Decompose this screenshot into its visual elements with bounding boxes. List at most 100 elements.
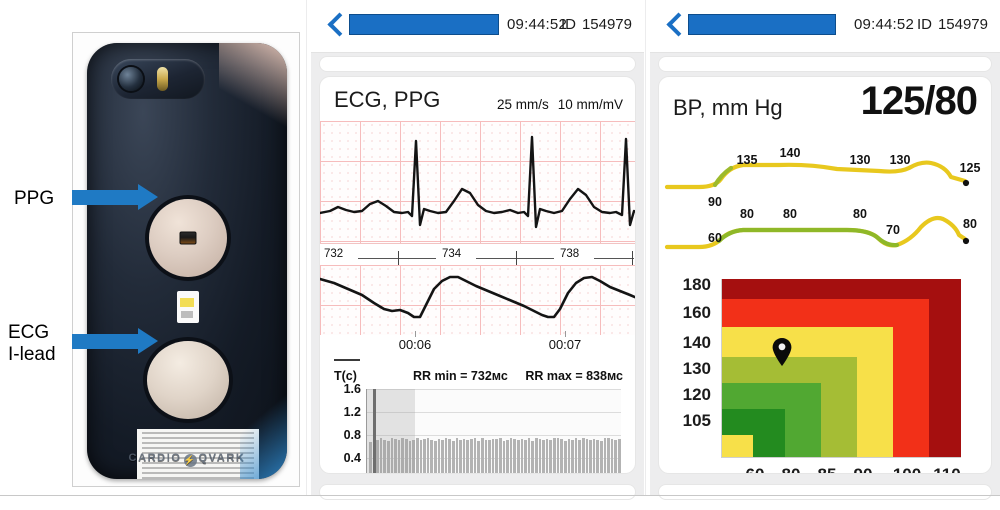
diastolic-label: 80 [963,217,977,231]
tachogram-bar [433,440,437,473]
tachogram-bar [397,440,401,473]
tachogram-bar [369,441,372,473]
chevron-left-icon[interactable] [664,12,684,38]
brand-part-1: CARDIO [128,452,182,464]
tachogram-bar [553,438,556,473]
tachogram-bar [495,439,498,473]
header-time: 09:44:52 [507,16,567,33]
tachogram-bar [437,438,441,473]
tachogram-bar [430,439,433,473]
heatmap-ytick: 130 [682,359,711,378]
tachogram-bar [567,438,571,473]
panel-divider-2 [645,0,646,496]
map-pin-icon [771,337,793,367]
tachogram-bar [394,439,397,473]
tachogram-bar [480,437,484,473]
header-patient-id: ID 154979 [917,16,988,33]
rr-max-stat: RR max = 838мс [525,369,623,383]
tachogram-bar [542,440,545,473]
chevron-left-icon[interactable] [325,12,345,38]
tachogram-bar [405,438,408,473]
rr-min-stat: RR min = 732мс [412,369,508,383]
ppg-time-axis: 00:06 00:07 [320,331,635,357]
header-patient-id: ID 154979 [561,16,632,33]
tachogram-bar [390,438,394,473]
ecg-paper-speed: 25 mm/s [496,97,549,112]
heatmap-ytick: 120 [682,385,711,404]
ecg-app-header: 09:44:52 ID 154979 [311,0,644,53]
tachogram-bar [549,439,553,473]
tachogram-plot: 1.6 1.2 0.8 0.4 [344,382,621,473]
rr-marker-value: 732 [324,248,344,260]
heatmap-xtick: 90 [854,465,873,473]
diastolic-label: 70 [886,223,900,237]
tachogram-bar [448,439,452,473]
tachogram-bar [596,439,599,473]
tachogram-bar [607,437,610,473]
ecg-waveform-chart[interactable] [320,121,635,243]
ecg-annotation-line2: I-lead [8,343,56,365]
heatmap-ytick: 180 [682,275,711,294]
bp-trend-chart[interactable]: 90 135 140 130 130 125 60 80 80 80 70 80 [659,135,991,255]
tachogram-bar [466,440,470,473]
tachogram-bar [524,439,527,473]
diastolic-label: 80 [783,207,797,221]
systolic-label: 90 [708,195,722,209]
ecg-main-card[interactable]: ECG, PPG 25 mm/s 10 mm/mV 732 734 738 [319,76,636,474]
tachogram-bar [491,438,495,473]
tachogram-bar [376,440,379,473]
tachogram-bar [618,438,621,473]
diastolic-label: 80 [853,207,867,221]
camera-lens-icon [119,67,143,91]
device-photo-panel: CARDIO ⚡ QVARK PPG ECG I-lead [0,0,305,496]
ecg-app-screen: 09:44:52 ID 154979 ECG, PPG 25 mm/s 10 mm/… [311,0,644,500]
rr-stats: RR min = 732мс RR max = 838мс [413,369,623,383]
ecg-annotation-label: ECG I-lead [8,322,56,366]
ppg-optical-chip [179,231,197,245]
tachogram-bar [538,439,542,473]
tachogram-bar [415,438,419,473]
heatmap-xtick: 100 [893,465,921,473]
tachogram-bar [408,440,412,473]
header-id-label: ID [560,16,576,33]
ppg-time-tick: 00:07 [548,337,582,352]
tachogram-bar [556,437,560,473]
device-brand-text: CARDIO ⚡ QVARK [87,452,287,467]
rr-marker-value: 734 [442,248,462,260]
tachogram-ytick: 0.4 [343,451,361,465]
heatmap-ytick: 105 [682,411,711,430]
tachogram-bar [473,438,477,473]
tachogram-bar [535,437,538,473]
bp-current-value: 125/80 [860,79,978,123]
rr-marker-value: 738 [560,248,580,260]
rr-tachogram-chart[interactable]: T(c) RR min = 732мс RR max = 838мс 1.6 1… [320,369,635,473]
tachogram-bar [459,439,462,473]
ecg-gain: 10 mm/mV [557,97,623,112]
tachogram-bar [509,437,513,473]
ppg-waveform-chart[interactable] [320,265,635,335]
camera-pod [111,59,205,99]
heat-zone-low-yellow [721,435,753,457]
tachogram-bar [581,437,585,473]
bp-risk-heatmap-chart[interactable]: 180 160 140 130 120 105 60 80 85 90 100 … [659,265,991,473]
tachogram-ytick: 1.2 [343,405,361,419]
bp-top-strip-card [658,56,992,72]
tachogram-bar [484,439,488,473]
tachogram-bar [578,439,581,473]
tachogram-cursor[interactable] [373,389,376,473]
ppg-sensor-disc [149,199,227,277]
tachogram-bar [426,437,430,473]
header-id-label: ID [916,16,932,33]
tachogram-bar [610,439,614,473]
bp-app-screen: 09:44:52 ID 154979 BP, mm Hg 125/80 [650,0,1000,500]
diastolic-label: 80 [740,207,754,221]
tachogram-bar [603,438,607,473]
heatmap-xtick: 60 [746,465,765,473]
tachogram-bar [419,440,423,473]
bp-main-card[interactable]: BP, mm Hg 125/80 90 135 140 130 1 [658,76,992,474]
tachogram-bar [589,440,592,473]
heatmap-ytick: 140 [682,333,711,352]
tachogram-ytick: 0.8 [343,428,361,442]
tachogram-bar [452,440,455,473]
tachogram-bar [506,439,509,473]
